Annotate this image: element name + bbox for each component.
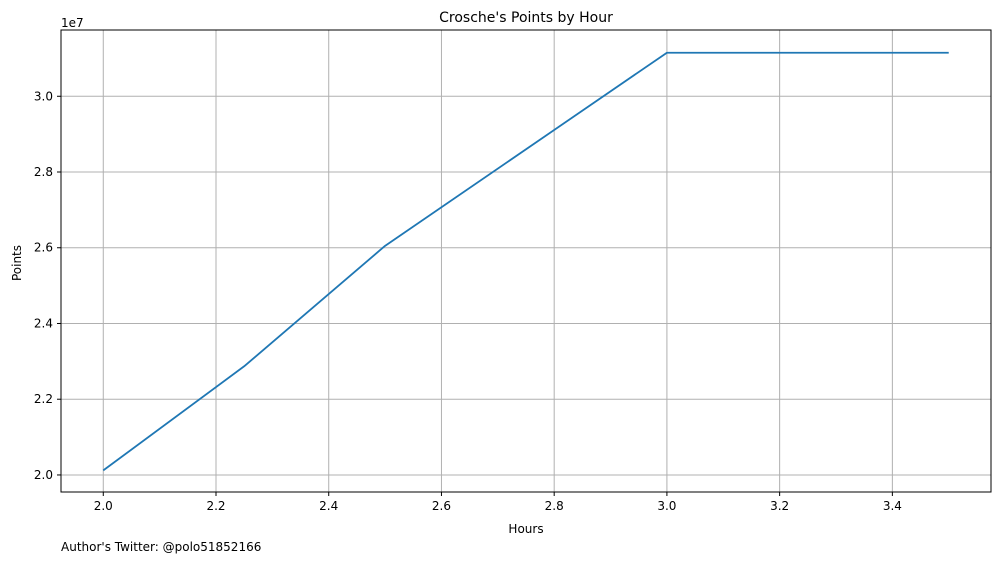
x-axis-label: Hours: [508, 522, 543, 536]
chart-title: Crosche's Points by Hour: [439, 10, 613, 26]
x-tick-label: 3.4: [883, 499, 902, 513]
x-tick-label: 2.6: [432, 499, 451, 513]
x-tick-label: 2.2: [206, 499, 225, 513]
x-tick-label: 3.2: [770, 499, 789, 513]
grid-layer: [61, 30, 991, 492]
axes-frame: [60, 29, 992, 493]
tick-layer: 2.0 2.2 2.4 2.6 2.8 3.0 3.2 3.4 2.0 2.2 2.4 2.6 2.8 3…: [34, 89, 902, 513]
y-offset-text: 1e7: [61, 16, 84, 30]
points-series-line: [102, 51, 949, 472]
y-axis-label: Points: [10, 245, 24, 281]
series-layer: [102, 51, 949, 472]
y-tick-label: 2.2: [34, 392, 53, 406]
x-tick-label: 3.0: [657, 499, 676, 513]
y-tick-label: 2.6: [34, 241, 53, 255]
x-tick-label: 2.0: [94, 499, 113, 513]
x-tick-label: 2.4: [319, 499, 338, 513]
y-tick-label: 2.8: [34, 165, 53, 179]
y-tick-label: 2.0: [34, 468, 53, 482]
author-twitter-note: Author's Twitter: @polo51852166: [61, 540, 261, 554]
y-tick-label: 2.4: [34, 316, 53, 330]
y-tick-label: 3.0: [34, 89, 53, 103]
x-tick-label: 2.8: [545, 499, 564, 513]
